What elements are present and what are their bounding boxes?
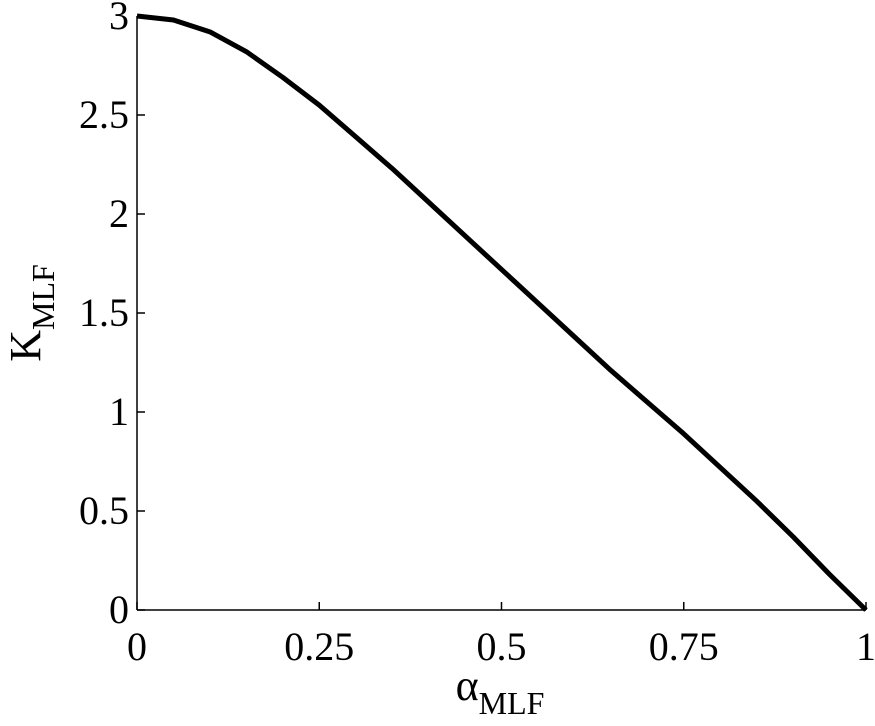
x-tick-label: 0 xyxy=(127,624,147,669)
x-tick-label: 0.75 xyxy=(649,624,719,669)
line-series xyxy=(136,13,868,612)
y-axis-label: KMLF xyxy=(1,264,61,362)
y-tick-label: 3 xyxy=(109,0,129,38)
x-tick-label: 0.5 xyxy=(477,624,527,669)
y-tick-label: 2 xyxy=(109,191,129,236)
y-tick-label: 1 xyxy=(109,389,129,434)
x-label-main: α xyxy=(456,661,479,710)
x-axis-label: αMLF xyxy=(456,661,545,721)
y-tick-label: 0.5 xyxy=(79,488,129,533)
y-tick-label: 2.5 xyxy=(79,92,129,137)
x-tick-label: 1 xyxy=(856,624,875,669)
y-tick-label: 0 xyxy=(109,587,129,632)
x-tick-label: 0.25 xyxy=(284,624,354,669)
y-tick-label: 1.5 xyxy=(79,290,129,335)
y-label-main: K xyxy=(1,330,50,362)
x-label-sub: MLF xyxy=(479,685,545,721)
y-label-sub: MLF xyxy=(25,264,61,330)
